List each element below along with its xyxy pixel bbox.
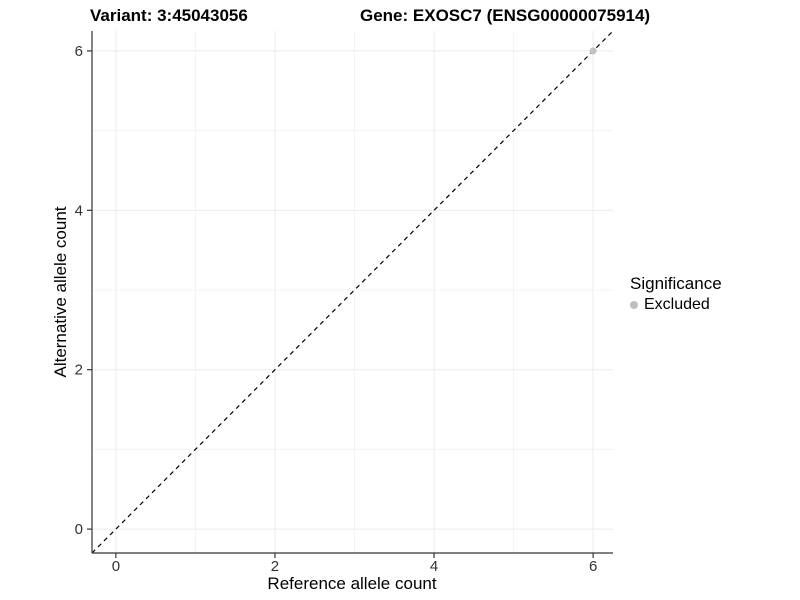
title-gene: Gene: EXOSC7 (ENSG00000075914) bbox=[360, 6, 651, 25]
legend-point-icon bbox=[630, 301, 638, 309]
axis-lines bbox=[91, 31, 613, 554]
gridlines-minor bbox=[92, 31, 613, 553]
reference-line bbox=[91, 30, 614, 554]
svg-text:2: 2 bbox=[271, 558, 279, 575]
legend-title: Significance bbox=[630, 274, 722, 293]
svg-text:4: 4 bbox=[430, 558, 438, 575]
svg-text:4: 4 bbox=[75, 202, 83, 219]
svg-text:0: 0 bbox=[75, 521, 83, 538]
svg-text:6: 6 bbox=[589, 558, 597, 575]
x-tick-labels: 0 2 4 6 bbox=[112, 558, 598, 575]
y-axis-title: Alternative allele count bbox=[51, 206, 70, 378]
title-variant: Variant: 3:45043056 bbox=[90, 6, 248, 25]
tick-marks bbox=[87, 50, 594, 558]
y-tick-labels: 0 2 4 6 bbox=[75, 43, 83, 538]
legend: Significance Excluded bbox=[630, 274, 722, 314]
data-point-excluded bbox=[589, 47, 597, 55]
legend-item-excluded: Excluded bbox=[630, 296, 722, 314]
gridlines-major bbox=[92, 31, 613, 553]
svg-text:0: 0 bbox=[112, 558, 120, 575]
data-points bbox=[589, 47, 597, 55]
legend-item-label: Excluded bbox=[644, 296, 710, 313]
svg-text:2: 2 bbox=[75, 362, 83, 379]
svg-text:6: 6 bbox=[75, 43, 83, 60]
x-axis-title: Reference allele count bbox=[267, 574, 437, 593]
